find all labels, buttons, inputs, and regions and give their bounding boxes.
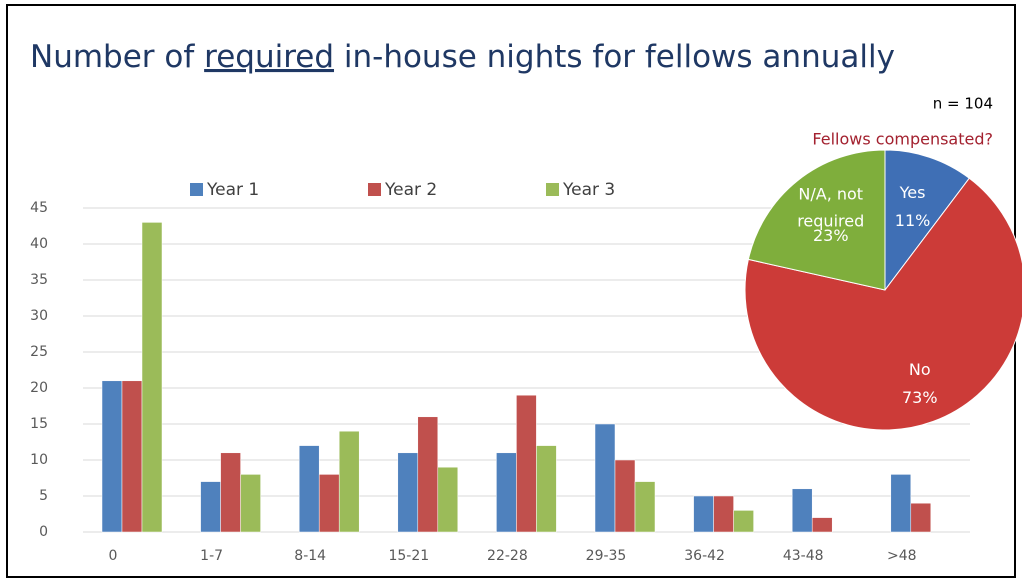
bar xyxy=(417,416,439,533)
y-tick-label: 35 xyxy=(30,272,48,288)
bar xyxy=(141,222,163,533)
x-tick-label: 43-48 xyxy=(783,548,824,564)
slide-title: Number of required in-house nights for f… xyxy=(30,39,895,75)
pie-value-label: 11% xyxy=(895,211,931,230)
pie-slice xyxy=(884,149,970,292)
bar xyxy=(594,423,616,533)
bar xyxy=(910,502,932,533)
y-tick-label: 20 xyxy=(30,380,48,396)
bar xyxy=(791,488,813,533)
bar xyxy=(437,466,459,533)
x-tick-label: 0 xyxy=(109,548,118,564)
x-tick-label: 36-42 xyxy=(684,548,725,564)
bar xyxy=(338,430,360,533)
x-tick-label: 29-35 xyxy=(586,548,627,564)
bar xyxy=(693,495,714,533)
bar xyxy=(713,495,734,533)
bar xyxy=(240,474,261,533)
pie-value-label: 73% xyxy=(902,388,938,407)
bar xyxy=(614,459,636,533)
bar xyxy=(101,380,123,533)
bar xyxy=(516,394,537,533)
bar xyxy=(536,445,557,533)
y-tick-label: 25 xyxy=(30,344,48,360)
title-end: in-house nights for fellows annually xyxy=(344,39,895,75)
x-tick-label: 15-21 xyxy=(388,548,429,564)
y-tick-label: 40 xyxy=(30,236,48,252)
y-tick-label: 45 xyxy=(30,200,48,216)
y-tick-label: 0 xyxy=(39,524,48,540)
bar xyxy=(634,481,656,533)
bar xyxy=(318,474,340,533)
y-tick-label: 30 xyxy=(30,308,48,324)
bar xyxy=(890,474,912,533)
pie-category-label: No xyxy=(909,360,931,379)
bar xyxy=(733,510,754,533)
bar xyxy=(121,380,143,533)
bar xyxy=(496,452,517,533)
x-tick-label: 8-14 xyxy=(294,548,326,564)
bar xyxy=(298,445,320,533)
legend-swatch xyxy=(546,183,559,196)
x-tick-label: >48 xyxy=(887,548,917,564)
pie-slice xyxy=(747,149,886,291)
pie-value-label: 23% xyxy=(813,226,849,245)
pie-category-line: N/A, not xyxy=(798,184,863,203)
bar xyxy=(220,452,241,533)
bar xyxy=(200,481,221,533)
bar xyxy=(397,452,419,533)
y-tick-label: 15 xyxy=(30,416,48,432)
legend-swatch xyxy=(368,183,381,196)
y-tick-label: 5 xyxy=(39,488,48,504)
legend-swatch xyxy=(190,183,203,196)
pie-title: Fellows compensated? xyxy=(812,130,993,149)
title-underlined: required xyxy=(204,39,334,75)
pie-category-label: N/A, not required xyxy=(797,184,864,230)
pie-slice xyxy=(744,177,1022,431)
y-tick-label: 10 xyxy=(30,452,48,468)
x-tick-label: 1-7 xyxy=(200,548,223,564)
title-start: Number of xyxy=(30,39,195,75)
sample-size: n = 104 xyxy=(933,95,993,113)
legend-label: Year 3 xyxy=(562,180,615,200)
legend-label: Year 2 xyxy=(384,180,437,200)
x-tick-label: 22-28 xyxy=(487,548,528,564)
legend-label: Year 1 xyxy=(206,180,259,200)
pie-category-line: required xyxy=(797,211,864,230)
bar xyxy=(811,517,833,533)
pie-category-label: Yes xyxy=(899,183,926,202)
